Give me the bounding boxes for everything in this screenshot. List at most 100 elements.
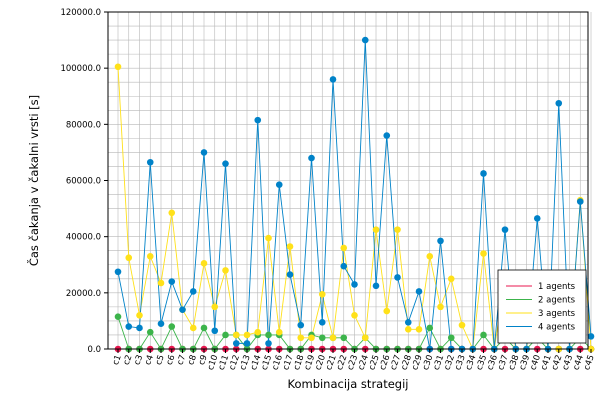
data-point-series-3 xyxy=(394,226,401,233)
x-tick-label: c1 xyxy=(111,354,124,367)
data-point-series-3 xyxy=(308,334,315,342)
data-point-series-2 xyxy=(200,324,208,332)
y-tick-label: 0.0 xyxy=(87,345,101,355)
x-tick-label: c22 xyxy=(335,354,350,372)
data-point-series-3 xyxy=(275,328,283,336)
x-tick-label: c6 xyxy=(165,354,178,367)
x-tick-label: c9 xyxy=(197,354,210,367)
x-tick-label: c13 xyxy=(238,354,253,372)
x-tick-label: c27 xyxy=(389,354,404,372)
data-point-series-4 xyxy=(211,327,219,335)
data-point-series-3 xyxy=(404,326,412,333)
x-tick-label: c18 xyxy=(292,354,307,372)
data-point-series-2 xyxy=(222,331,229,339)
x-tick-label: c41 xyxy=(539,354,554,372)
data-point-series-3 xyxy=(125,254,133,262)
x-tick-label: c21 xyxy=(324,354,339,372)
data-point-series-4 xyxy=(361,36,369,44)
data-point-series-4 xyxy=(254,116,262,124)
legend-label-1: 1 agents xyxy=(538,282,576,292)
data-point-series-4 xyxy=(415,288,423,295)
legend-label-3: 3 agents xyxy=(538,309,576,319)
data-point-series-4 xyxy=(200,149,208,156)
x-tick-label: c32 xyxy=(442,354,457,372)
data-point-series-4 xyxy=(555,99,563,107)
data-point-series-2 xyxy=(340,334,348,342)
data-point-series-4 xyxy=(480,170,487,177)
x-tick-label: c40 xyxy=(528,354,543,372)
x-tick-label: c16 xyxy=(270,354,285,372)
legend: 1 agents 2 agents 3 agents 4 agents xyxy=(497,269,587,344)
x-tick-label: c31 xyxy=(432,354,447,372)
data-point-series-4 xyxy=(340,262,348,270)
data-point-series-4 xyxy=(308,154,315,162)
x-tick-label: c45 xyxy=(582,354,597,372)
x-tick-label: c4 xyxy=(143,354,156,367)
x-tick-label: c3 xyxy=(132,354,145,367)
data-point-series-4 xyxy=(168,278,176,285)
x-tick-label: c14 xyxy=(249,354,264,372)
data-point-series-4 xyxy=(275,181,283,189)
data-point-series-3 xyxy=(254,328,262,336)
data-point-series-3 xyxy=(243,331,251,339)
x-tick-label: c37 xyxy=(496,354,511,372)
x-tick-label: c7 xyxy=(175,354,188,367)
x-tick-label: c10 xyxy=(206,354,221,372)
data-point-series-4 xyxy=(394,274,401,281)
data-point-series-4 xyxy=(179,306,186,313)
x-tick-label: c11 xyxy=(217,354,232,372)
x-tick-label: c23 xyxy=(346,354,361,372)
data-point-series-2 xyxy=(114,313,122,321)
data-point-series-2 xyxy=(480,331,487,339)
x-tick-label: c15 xyxy=(260,354,275,372)
data-point-series-4 xyxy=(372,282,380,290)
data-point-series-3 xyxy=(146,253,154,260)
data-point-series-3 xyxy=(361,334,369,342)
data-point-series-4 xyxy=(232,340,240,347)
data-point-series-3 xyxy=(114,63,122,71)
data-point-series-4 xyxy=(189,288,197,295)
data-point-series-2 xyxy=(265,331,272,339)
x-tick-label: c12 xyxy=(227,354,242,372)
data-point-series-3 xyxy=(447,275,455,283)
x-tick-label: c42 xyxy=(550,354,565,372)
x-tick-label: c29 xyxy=(410,354,425,372)
data-point-series-3 xyxy=(168,209,176,217)
data-point-series-4 xyxy=(297,321,305,329)
data-point-series-3 xyxy=(383,307,391,315)
y-tick-label: 20000.0 xyxy=(66,289,101,299)
data-point-series-4 xyxy=(318,319,326,326)
y-axis-ticks: 0.0 20000.0 40000.0 60000.0 80000.0 100000.0 1… xyxy=(60,8,108,355)
data-point-series-3 xyxy=(372,226,380,233)
data-point-series-3 xyxy=(318,290,326,298)
data-point-series-4 xyxy=(351,281,358,288)
data-point-series-4 xyxy=(125,323,133,330)
data-point-series-4 xyxy=(404,319,412,326)
data-point-series-4 xyxy=(587,333,595,340)
legend-label-4: 4 agents xyxy=(538,323,576,333)
legend-label-2: 2 agents xyxy=(538,296,576,306)
data-point-series-2 xyxy=(168,323,176,330)
y-tick-label: 60000.0 xyxy=(66,177,101,187)
x-tick-label: c43 xyxy=(561,354,576,372)
data-point-series-2 xyxy=(426,324,434,332)
data-point-series-2 xyxy=(146,328,154,336)
data-point-series-3 xyxy=(200,260,208,267)
data-point-series-3 xyxy=(136,312,143,319)
data-point-series-4 xyxy=(136,324,143,332)
data-point-series-3 xyxy=(329,334,337,342)
x-tick-label: c5 xyxy=(154,354,167,367)
x-tick-label: c19 xyxy=(303,354,318,372)
data-point-series-4 xyxy=(383,132,391,139)
x-tick-label: c28 xyxy=(399,354,414,372)
x-tick-label: c34 xyxy=(464,354,479,372)
x-tick-label: c8 xyxy=(186,354,199,367)
data-point-series-4 xyxy=(114,268,122,276)
data-point-series-4 xyxy=(501,226,509,233)
data-point-series-4 xyxy=(437,237,444,245)
data-point-series-3 xyxy=(211,303,219,311)
x-tick-label: c17 xyxy=(281,354,296,372)
data-point-series-4 xyxy=(157,320,165,328)
